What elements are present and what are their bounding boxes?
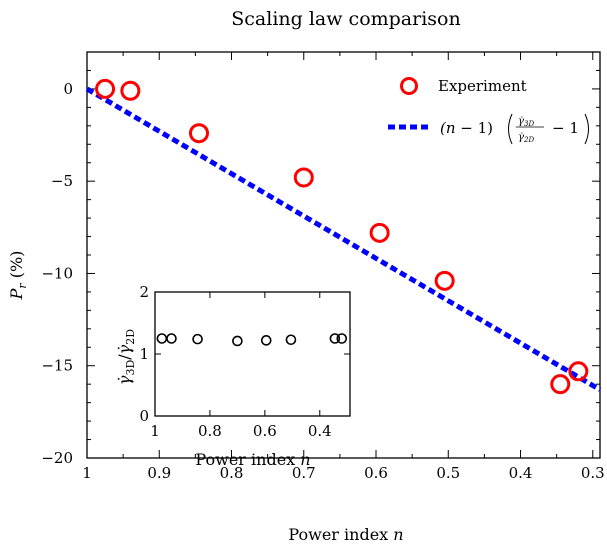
experiment-point	[369, 222, 390, 243]
legend: Experiment (n − 1) γ̇3D γ̇2D − 1	[388, 77, 589, 145]
y-axis-label-symbol: P	[7, 288, 26, 300]
legend-formula-numerator: γ̇3D	[518, 116, 534, 128]
inset-y-tick-label: 0	[139, 407, 149, 425]
y-tick-label: 0	[63, 80, 73, 98]
inset-point	[329, 333, 341, 344]
x-axis-label: Power index n	[288, 525, 403, 544]
inset-y-tick-label: 2	[139, 283, 149, 301]
y-tick-label: −10	[41, 264, 73, 282]
inset-series	[156, 333, 348, 347]
experiment-point	[95, 78, 116, 99]
series-scaling-law	[85, 86, 602, 392]
y-axis-label-subscript: r	[16, 283, 29, 289]
x-tick-label: 0.8	[220, 464, 244, 482]
scaling-law-line	[85, 86, 602, 392]
x-tick-label: 0.9	[147, 464, 171, 482]
experiment-point	[550, 374, 571, 395]
legend-label-experiment: Experiment	[438, 77, 527, 95]
legend-marker-experiment	[400, 77, 418, 95]
inset-point	[192, 333, 203, 345]
x-tick-label: 0.4	[509, 464, 533, 482]
x-tick-label: 0.5	[436, 464, 460, 482]
experiment-point	[120, 80, 141, 101]
inset-x-tick-label: 0.8	[198, 422, 222, 440]
x-tick-label: 0.7	[292, 464, 316, 482]
inset-point	[260, 335, 272, 346]
legend-formula-denominator: γ̇2D	[518, 132, 534, 144]
y-tick-label: −15	[41, 357, 73, 375]
x-tick-label: 0.6	[364, 464, 388, 482]
legend-formula-right-paren	[584, 113, 589, 145]
y-axis-label-unit: (%)	[7, 251, 26, 284]
chart-title: Scaling law comparison	[231, 8, 460, 30]
inset-x-tick-label: 0.6	[253, 422, 277, 440]
x-axis-label-symbol: n	[393, 525, 403, 544]
inset-background	[155, 292, 350, 416]
inset-point	[285, 334, 297, 346]
legend-formula-left-paren	[508, 113, 513, 145]
legend-formula-minus: − 1	[552, 119, 579, 137]
inset-x-tick-label: 0.4	[308, 422, 332, 440]
x-tick-label: 0.3	[581, 464, 605, 482]
inset-y-axis-label: γ̇3D/γ̇2D	[115, 329, 137, 385]
inset-point	[232, 335, 243, 347]
experiment-point	[434, 270, 455, 291]
inset-y-tick-label: 1	[139, 345, 149, 363]
inset-point	[336, 333, 348, 344]
x-axis-label-text: Power index	[288, 525, 393, 544]
experiment-point	[568, 361, 589, 382]
experiment-point	[188, 123, 209, 144]
y-tick-label: −20	[41, 449, 73, 467]
legend-label-scaling-law: (n − 1) γ̇3D γ̇2D − 1	[440, 113, 589, 145]
inset-point	[166, 333, 177, 344]
y-tick-label: −5	[51, 172, 73, 190]
series-experiment	[95, 78, 589, 395]
x-tick-label: 1	[82, 464, 92, 482]
main-axis-ticks: 1 0.9 0.8 0.7 0.6 0.5 0.4 0.3 0 −5 −10 −15 −20	[41, 51, 605, 482]
experiment-point	[293, 167, 314, 188]
y-axis-label: Pr (%)	[7, 251, 29, 301]
legend-formula-prefix: (n − 1)	[440, 119, 493, 137]
inset-x-tick-label: 1	[150, 422, 160, 440]
inset-x-axis-label: Power index n	[195, 450, 310, 469]
